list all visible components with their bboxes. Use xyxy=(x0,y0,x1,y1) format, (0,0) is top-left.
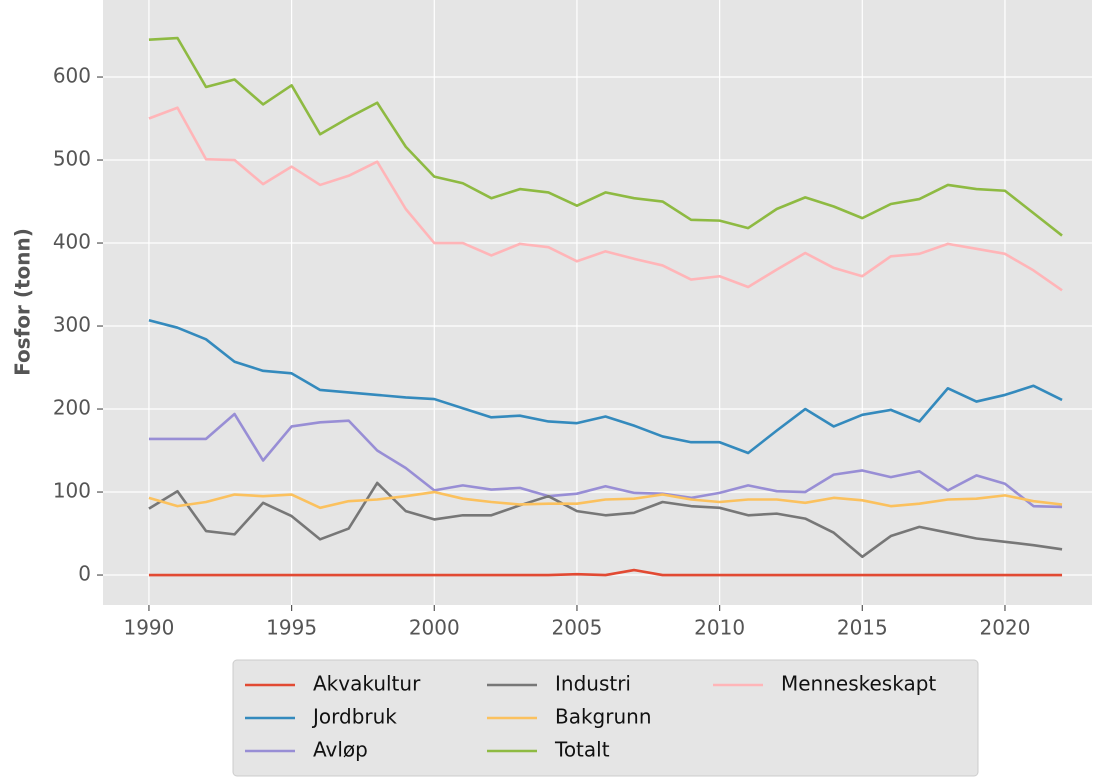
y-axis-label: Fosfor (tonn) xyxy=(11,228,35,376)
y-tick-label: 600 xyxy=(53,64,91,88)
y-tick-label: 400 xyxy=(53,230,91,254)
legend-label: Industri xyxy=(555,672,631,696)
series-line xyxy=(148,481,1063,559)
legend-label: Jordbruk xyxy=(311,705,397,729)
x-tick-label: 1995 xyxy=(266,616,317,640)
legend: Akvakultur Jordbruk Avløp Industri Bakgrunn T… xyxy=(232,659,979,777)
y-tick-label: 200 xyxy=(53,396,91,420)
x-tick-label: 2010 xyxy=(694,616,745,640)
legend-box xyxy=(232,659,979,777)
legend-label: Bakgrunn xyxy=(555,705,652,729)
legend-label: Akvakultur xyxy=(313,672,421,696)
x-tick-label: 2005 xyxy=(552,616,603,640)
legend-label: Totalt xyxy=(554,738,610,762)
x-tick-label: 1990 xyxy=(123,616,174,640)
legend-label: Avløp xyxy=(313,738,368,762)
series-line xyxy=(148,106,1063,292)
x-tick-label: 2000 xyxy=(409,616,460,640)
series-line xyxy=(148,412,1063,509)
series-line xyxy=(148,36,1063,237)
y-tick-label: 100 xyxy=(53,479,91,503)
y-tick-label: 0 xyxy=(78,562,91,586)
y-tick-label: 500 xyxy=(53,147,91,171)
series-line xyxy=(148,490,1063,510)
x-tick-label: 2020 xyxy=(980,616,1031,640)
x-tick-label: 2015 xyxy=(837,616,888,640)
legend-label: Menneskeskapt xyxy=(781,672,936,696)
y-tick-label: 300 xyxy=(53,313,91,337)
series-line xyxy=(148,318,1063,455)
series-line xyxy=(148,568,1063,577)
